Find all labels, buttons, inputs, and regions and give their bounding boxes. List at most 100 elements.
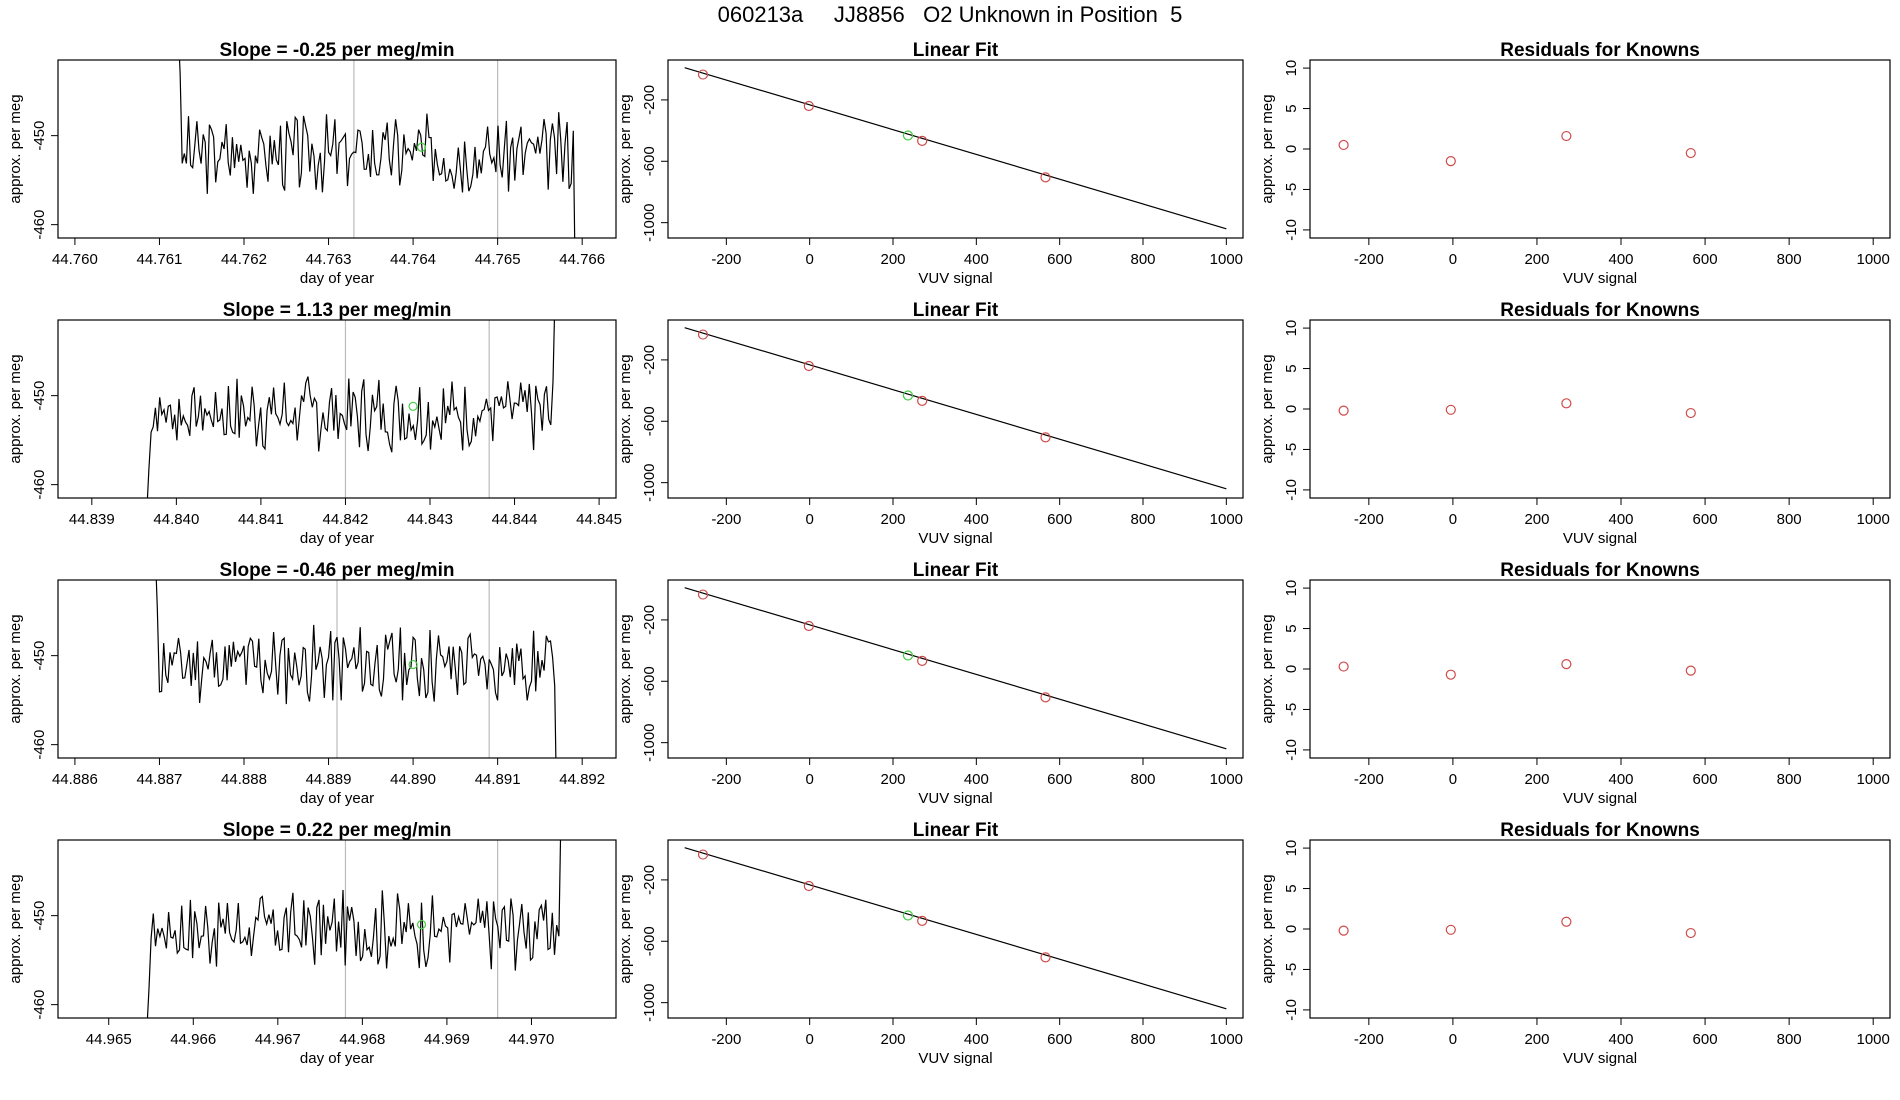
plot-frame xyxy=(57,319,617,499)
fit-line xyxy=(684,847,1227,1010)
panel-title: Linear Fit xyxy=(913,820,999,841)
known-point xyxy=(917,915,928,926)
x-tick-label: 44.969 xyxy=(424,1031,470,1048)
x-tick-label: 1000 xyxy=(1210,1031,1243,1048)
plot-frame xyxy=(667,59,1244,239)
y-tick-label: -10 xyxy=(1283,219,1300,241)
x-tick-label: 44.965 xyxy=(86,1031,132,1048)
y-tick-label: 5 xyxy=(1283,104,1300,112)
known-point xyxy=(1561,659,1572,670)
x-tick-label: 800 xyxy=(1130,1031,1155,1048)
x-tick-label: 600 xyxy=(1693,1031,1718,1048)
known-point xyxy=(1338,925,1349,936)
known-point xyxy=(1338,405,1349,416)
unknown-marker xyxy=(416,142,427,152)
y-axis-label: approx. per meg xyxy=(7,94,24,203)
y-tick-label: -1000 xyxy=(641,463,658,501)
known-point xyxy=(917,395,928,406)
plot-area xyxy=(155,580,557,758)
panel-3-2: Linear Fit -200 0 200 400 600 800 1000 VUV signa… xyxy=(617,560,1244,807)
x-tick-label: 400 xyxy=(964,511,989,528)
x-axis-label: day of year xyxy=(300,790,374,807)
y-axis-label: approx. per meg xyxy=(1259,614,1276,723)
plot-frame xyxy=(1309,319,1891,499)
plot-area xyxy=(684,587,1227,750)
y-tick-label: 10 xyxy=(1283,580,1300,597)
y-tick-label: -10 xyxy=(1283,999,1300,1021)
unknown-marker xyxy=(408,401,418,411)
x-tick-label: -200 xyxy=(1354,771,1384,788)
plot-frame xyxy=(667,579,1244,759)
x-tick-label: 44.844 xyxy=(492,511,538,528)
x-tick-label: 0 xyxy=(805,771,813,788)
panel-title: Residuals for Knowns xyxy=(1500,560,1700,581)
x-tick-label: -200 xyxy=(711,511,741,528)
y-tick-label: -460 xyxy=(31,730,48,760)
x-tick-label: 44.892 xyxy=(559,771,605,788)
x-tick-label: 0 xyxy=(1449,771,1457,788)
x-tick-label: -200 xyxy=(1354,511,1384,528)
panel-3-1: Slope = -0.46 per meg/min 44.886 44.887 44.… xyxy=(7,560,617,807)
x-tick-label: 200 xyxy=(880,511,905,528)
x-tick-label: 600 xyxy=(1047,771,1072,788)
y-axis-label: approx. per meg xyxy=(617,614,634,723)
y-tick-label: -460 xyxy=(31,990,48,1020)
known-point xyxy=(1561,130,1572,142)
x-tick-label: 800 xyxy=(1777,1031,1802,1048)
x-tick-label: 600 xyxy=(1693,251,1718,268)
x-tick-label: 800 xyxy=(1777,771,1802,788)
panel-title: Slope = -0.25 per meg/min xyxy=(220,40,455,61)
fit-line xyxy=(684,587,1227,750)
x-tick-label: 44.761 xyxy=(137,251,183,268)
x-axis-label: day of year xyxy=(300,1050,374,1067)
x-tick-label: 44.890 xyxy=(390,771,436,788)
plot-area xyxy=(1338,398,1696,419)
y-tick-label: -5 xyxy=(1283,963,1300,976)
y-tick-label: -600 xyxy=(641,926,658,956)
plot-area xyxy=(146,320,555,498)
panel-1-3: Residuals for Knowns-200 0 200 400 600 800 100… xyxy=(1259,40,1891,287)
panel-4-3: Residuals for Knowns-200 0 200 400 600 800 100… xyxy=(1259,820,1891,1067)
y-tick-label: -460 xyxy=(31,210,48,240)
panel-title: Residuals for Knowns xyxy=(1500,40,1700,61)
x-tick-label: -200 xyxy=(711,1031,741,1048)
x-tick-label: 0 xyxy=(1449,511,1457,528)
y-axis-label: approx. per meg xyxy=(7,614,24,723)
x-tick-label: 800 xyxy=(1130,771,1155,788)
plot-area xyxy=(684,67,1227,230)
series-line xyxy=(155,580,557,758)
y-axis-label: approx. per meg xyxy=(7,354,24,463)
x-tick-label: 44.842 xyxy=(323,511,369,528)
y-axis-label: approx. per meg xyxy=(617,874,634,983)
x-axis-label: VUV signal xyxy=(1563,530,1637,547)
x-tick-label: 1000 xyxy=(1210,511,1243,528)
y-axis-label: approx. per meg xyxy=(1259,874,1276,983)
x-tick-label: 600 xyxy=(1047,251,1072,268)
plot-area xyxy=(1338,659,1696,680)
x-tick-label: 1000 xyxy=(1210,771,1243,788)
x-tick-label: 0 xyxy=(805,1031,813,1048)
x-tick-label: 44.763 xyxy=(306,251,352,268)
x-tick-label: 44.889 xyxy=(306,771,352,788)
y-axis-label: approx. per meg xyxy=(1259,354,1276,463)
x-tick-label: 200 xyxy=(1524,251,1549,268)
series-line xyxy=(178,60,576,238)
panel-title: Linear Fit xyxy=(913,560,999,581)
y-tick-label: 0 xyxy=(1283,145,1300,153)
plot-area xyxy=(1338,916,1696,939)
known-point xyxy=(1040,432,1051,443)
x-tick-label: 44.762 xyxy=(221,251,267,268)
x-tick-label: 1000 xyxy=(1857,251,1890,268)
x-axis-label: VUV signal xyxy=(1563,270,1637,287)
x-tick-label: 44.966 xyxy=(170,1031,216,1048)
x-tick-label: 800 xyxy=(1777,251,1802,268)
plot-area xyxy=(1338,130,1696,167)
y-tick-label: 5 xyxy=(1283,624,1300,632)
unknown-marker xyxy=(408,659,418,670)
x-tick-label: -200 xyxy=(1354,1031,1384,1048)
y-tick-label: -1000 xyxy=(641,723,658,761)
x-tick-label: 800 xyxy=(1130,251,1155,268)
series-line xyxy=(146,320,555,498)
known-point xyxy=(697,849,709,860)
